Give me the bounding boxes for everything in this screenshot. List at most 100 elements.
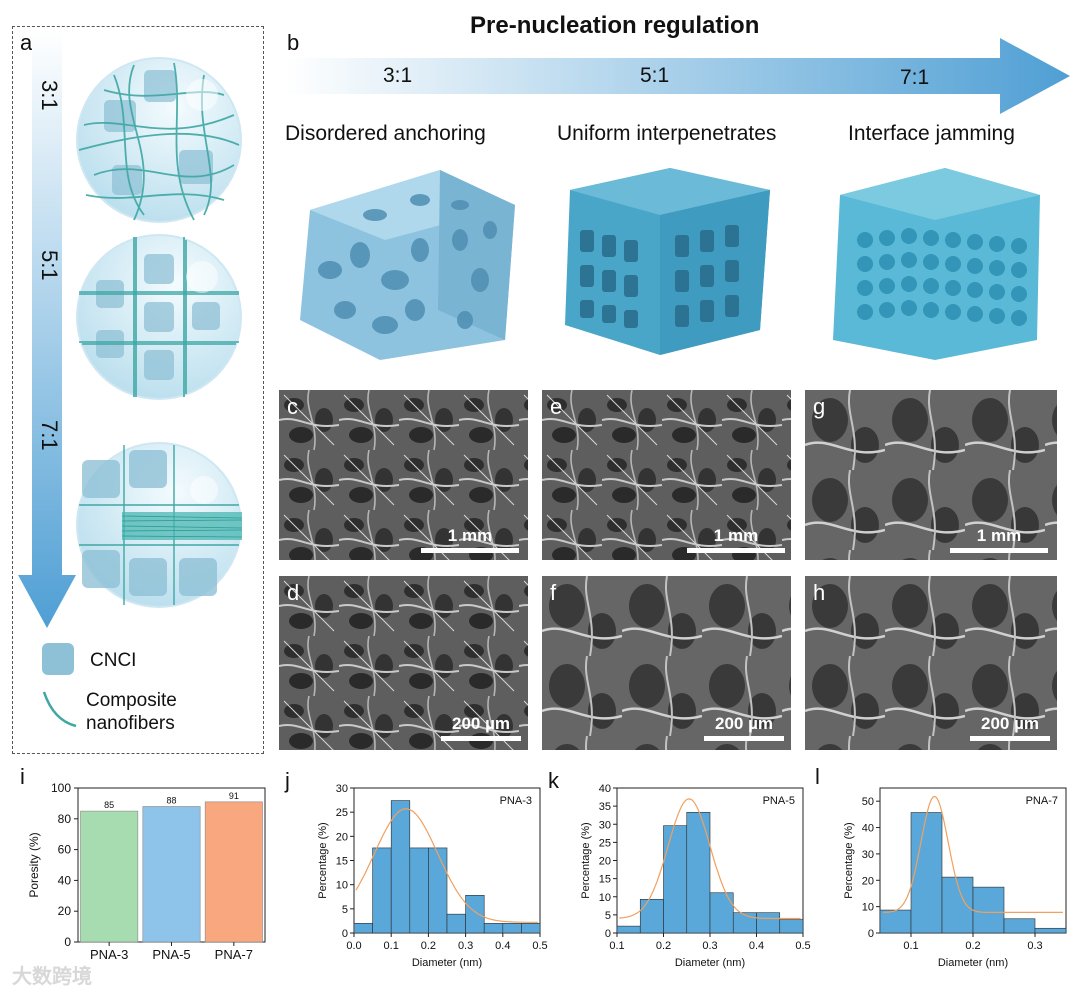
- y-tick-label: 0: [342, 928, 348, 940]
- y-tick-label: 5: [605, 910, 611, 922]
- scale-bar-c: 1 mm: [421, 526, 519, 553]
- nanofiber-legend-icon: [42, 691, 77, 728]
- panel-b-horizontal-arrow: [285, 38, 1070, 114]
- histogram-bar: [465, 895, 485, 934]
- watermark: 大数跨境: [12, 966, 92, 988]
- x-tick-label: 0.2: [656, 940, 671, 952]
- chart-i-porosity: 0 20 40 60 80 100 85 PNA-3 88 PNA-5 91 PNA-7 Poresit…: [27, 781, 266, 962]
- histogram-bar: [663, 825, 688, 934]
- panel-label-l: l: [815, 764, 820, 789]
- sem-image-h: h 200 µm: [805, 576, 1057, 750]
- ratio-label-a-3: 7:1: [37, 420, 62, 451]
- chart-j-pna3-histogram: 0 5 10 15 20 25 30 0.0 0.1 0.2 0.3 0.4 0.5 PNA-3 Diame…: [317, 783, 548, 969]
- x-tick-label: 0.5: [795, 940, 810, 952]
- bar-pna-7: [204, 801, 263, 943]
- y-tick-label: 15: [599, 874, 611, 886]
- ratio-label-a-1: 3:1: [37, 80, 62, 111]
- chart-l-pna7-histogram: 0 10 20 30 40 50 0.1 0.2 0.3 PNA-7 Diameter (nm) Pe…: [843, 787, 1067, 969]
- histogram-bar: [1003, 918, 1036, 934]
- x-tick-label: 0.1: [903, 940, 918, 952]
- panel-label-i: i: [20, 764, 25, 789]
- cube-disordered-illustration: [300, 170, 515, 360]
- x-axis-label: Diameter (nm): [938, 957, 1008, 969]
- y-tick-label: 5: [342, 904, 348, 916]
- ratio-label-b-1: 3:1: [383, 64, 413, 87]
- histogram-bar: [732, 912, 757, 934]
- x-tick-label: PNA-5: [152, 947, 190, 962]
- label-interface-jamming: Interface jamming: [848, 122, 1015, 145]
- y-tick-label: 60: [58, 843, 72, 857]
- x-tick-label: 0.2: [421, 940, 436, 952]
- histogram-bar: [502, 923, 522, 934]
- series-label: PNA-5: [763, 795, 795, 807]
- bar-pna-3: [80, 810, 139, 943]
- label-uniform-interpenetrates: Uniform interpenetrates: [557, 122, 777, 145]
- series-label: PNA-3: [500, 795, 532, 807]
- histogram-bar: [639, 898, 664, 934]
- histogram-bar: [409, 847, 429, 934]
- y-tick-label: 40: [862, 823, 874, 835]
- histogram-bar: [879, 909, 912, 934]
- panel-label-j: j: [285, 768, 290, 793]
- y-axis-label: Percentage (%): [317, 822, 329, 898]
- histogram-bar: [372, 847, 392, 934]
- y-tick-label: 10: [862, 902, 874, 914]
- sem-image-g: g 1 mm: [805, 390, 1057, 560]
- histogram-bar: [686, 811, 711, 934]
- y-tick-label: 100: [51, 781, 71, 795]
- y-tick-label: 10: [336, 880, 348, 892]
- sem-image-e: e 1 mm: [542, 390, 791, 560]
- panel-label-k: k: [548, 768, 559, 793]
- y-axis-label: Percentage (%): [580, 822, 592, 898]
- scale-bar-h: 200 µm: [970, 714, 1050, 741]
- x-tick-label: 0.3: [702, 940, 717, 952]
- y-tick-label: 15: [336, 856, 348, 868]
- x-tick-label: PNA-7: [215, 947, 253, 962]
- cube-jamming-illustration: [833, 168, 1040, 360]
- cnci-legend-label: CNCI: [90, 650, 137, 671]
- x-tick-label: 0.3: [458, 940, 473, 952]
- y-tick-label: 30: [336, 783, 348, 795]
- chart-k-pna5-histogram: 0 5 10 15 20 25 30 35 40 0.1 0.2 0.3 0.4 0.5 PNA-5 Diam…: [580, 783, 811, 969]
- histogram-bar: [521, 923, 541, 934]
- y-tick-label: 20: [58, 904, 72, 918]
- bar-pna-5: [142, 806, 201, 943]
- histogram-bar: [446, 913, 466, 934]
- ratio-label-a-2: 5:1: [37, 250, 62, 281]
- histogram-bar: [353, 923, 373, 934]
- panel-b-title: Pre-nucleation regulation: [470, 12, 760, 39]
- y-axis-label: Percentage (%): [843, 822, 855, 898]
- y-tick-label: 20: [599, 856, 611, 868]
- x-tick-label: 0.3: [1027, 940, 1042, 952]
- histogram-bar: [709, 892, 734, 934]
- scale-bar-d: 200 µm: [441, 714, 521, 741]
- ratio-label-b-2: 5:1: [640, 64, 670, 87]
- panel-label-a: a: [20, 30, 33, 55]
- data-label: 85: [104, 800, 114, 810]
- scale-bar-g: 1 mm: [950, 526, 1048, 553]
- y-tick-label: 10: [599, 892, 611, 904]
- scale-bar-e: 1 mm: [687, 526, 785, 553]
- y-tick-label: 25: [336, 807, 348, 819]
- y-tick-label: 40: [599, 783, 611, 795]
- x-tick-label: 0.2: [965, 940, 980, 952]
- sem-image-d: d 200 µm: [279, 576, 528, 750]
- sem-image-c: c 1 mm: [279, 390, 528, 560]
- cube-uniform-illustration: [565, 168, 770, 355]
- y-tick-label: 25: [599, 837, 611, 849]
- gaussian-fit-curve: [883, 795, 1063, 913]
- y-tick-label: 30: [862, 849, 874, 861]
- histogram-bar: [972, 886, 1005, 934]
- y-tick-label: 20: [862, 875, 874, 887]
- y-tick-label: 35: [599, 801, 611, 813]
- panel-a-vertical-arrow: [18, 30, 76, 628]
- sphere-disordered-illustration: [76, 57, 242, 223]
- x-tick-label: 0.4: [495, 940, 510, 952]
- x-tick-label: PNA-3: [90, 947, 128, 962]
- cnci-legend-icon: [42, 643, 74, 675]
- y-tick-label: 30: [599, 819, 611, 831]
- y-tick-label: 20: [336, 831, 348, 843]
- histogram-bar: [483, 923, 504, 934]
- series-label: PNA-7: [1026, 795, 1058, 807]
- panel-a-frame: [12, 26, 264, 754]
